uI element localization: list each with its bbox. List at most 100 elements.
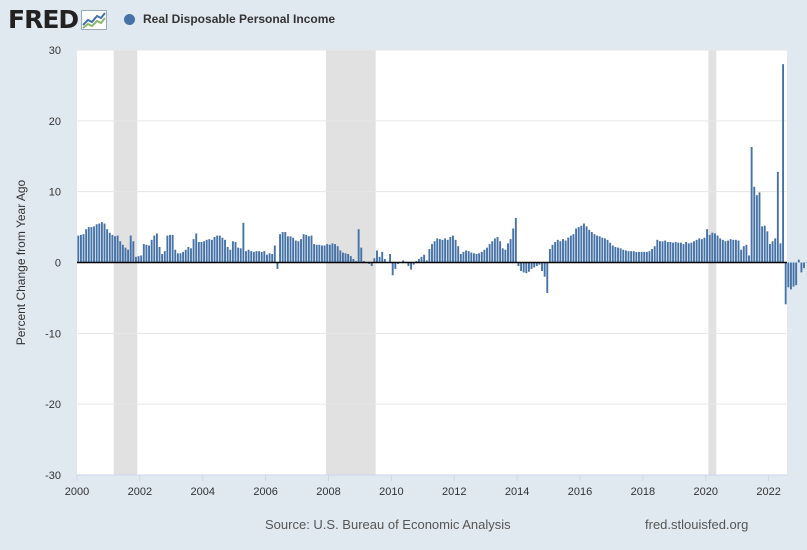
bar[interactable] [302,234,305,263]
bar[interactable] [630,251,633,263]
bar[interactable] [82,234,85,263]
bar[interactable] [87,227,90,263]
bar[interactable] [93,226,95,263]
bar[interactable] [124,247,127,263]
bar[interactable] [748,255,750,263]
bar[interactable] [85,229,88,263]
bar[interactable] [805,262,807,264]
bar[interactable] [779,243,782,263]
bar[interactable] [761,226,764,263]
bar[interactable] [412,262,415,265]
bar[interactable] [617,247,619,263]
bar[interactable] [266,254,268,263]
bar[interactable] [370,262,373,267]
bar[interactable] [449,237,452,263]
bar[interactable] [344,253,347,263]
bar[interactable] [520,262,523,272]
bar[interactable] [263,251,266,263]
bar[interactable] [711,232,714,263]
bar[interactable] [745,244,748,263]
bar[interactable] [789,262,792,290]
bar[interactable] [281,232,284,263]
bar[interactable] [268,253,271,263]
bar[interactable] [174,249,177,263]
bar[interactable] [776,171,779,263]
bar[interactable] [522,262,525,273]
bar[interactable] [360,247,363,263]
bar[interactable] [106,229,109,263]
bar[interactable] [797,259,800,263]
bar[interactable] [719,238,722,263]
bar[interactable] [606,239,609,263]
bar[interactable] [137,256,140,263]
bar[interactable] [95,224,98,263]
bar[interactable] [499,241,502,263]
bar[interactable] [271,254,274,263]
bar[interactable] [716,235,719,263]
bar[interactable] [127,249,130,263]
bar[interactable] [556,239,559,263]
bar[interactable] [145,244,148,263]
bar[interactable] [486,247,488,263]
bar[interactable] [77,235,80,263]
bar[interactable] [116,235,119,263]
chart-legend[interactable]: Real Disposable Personal Income [124,12,335,26]
bar[interactable] [643,251,646,263]
bar[interactable] [656,239,659,263]
bar[interactable] [624,250,627,263]
bar[interactable] [514,217,517,263]
bar[interactable] [488,244,491,263]
bar[interactable] [336,246,339,263]
bar[interactable] [551,244,554,263]
bar[interactable] [410,262,412,270]
bar[interactable] [428,249,431,263]
bar[interactable] [541,262,543,272]
bar[interactable] [467,251,470,263]
bar[interactable] [627,251,630,263]
bar[interactable] [706,229,709,263]
bar[interactable] [546,262,549,293]
bar[interactable] [121,244,124,263]
bar[interactable] [478,253,481,263]
bar[interactable] [203,241,206,263]
bar[interactable] [310,235,313,263]
bar[interactable] [279,234,281,263]
bar[interactable] [470,252,473,263]
bar[interactable] [803,262,805,269]
bar[interactable] [276,262,279,269]
bar[interactable] [357,229,360,263]
bar[interactable] [742,246,745,263]
bar[interactable] [753,186,756,263]
bar[interactable] [218,235,221,263]
bar[interactable] [326,244,329,263]
bar[interactable] [509,239,512,263]
bar[interactable] [321,245,323,263]
bar[interactable] [111,234,114,263]
bar[interactable] [734,239,737,263]
bar[interactable] [614,246,617,263]
bar[interactable] [543,262,546,277]
bar[interactable] [245,251,247,263]
bar[interactable] [349,256,352,263]
bar[interactable] [651,249,654,263]
bar[interactable] [496,237,499,263]
bar[interactable] [501,248,504,263]
bar[interactable] [441,239,444,263]
bar[interactable] [609,242,612,263]
bar[interactable] [648,251,651,263]
bar[interactable] [750,147,753,263]
bar[interactable] [459,254,462,263]
bar[interactable] [603,238,606,263]
bar[interactable] [187,246,190,263]
bar[interactable] [666,241,669,263]
bar[interactable] [226,246,229,263]
bar[interactable] [171,234,174,263]
bar[interactable] [724,241,727,263]
bar[interactable] [693,241,695,263]
bar[interactable] [567,237,570,263]
bar[interactable] [583,223,585,263]
bar[interactable] [658,241,661,263]
bar[interactable] [286,236,289,263]
bar[interactable] [140,255,143,263]
bar[interactable] [200,241,203,263]
